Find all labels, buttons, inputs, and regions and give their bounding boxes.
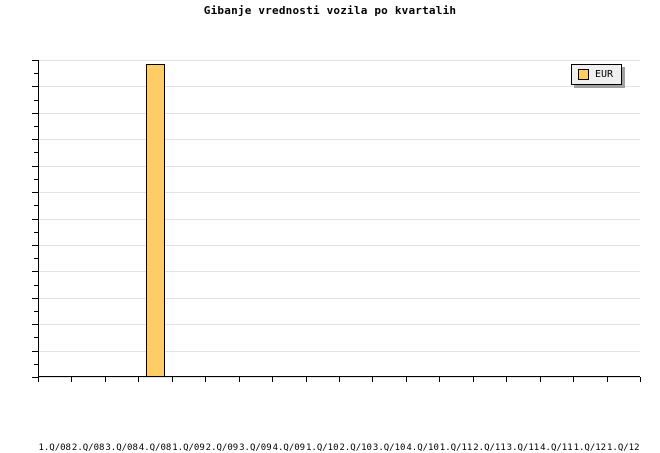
plot-area: 0200400600800100012001400160018002000220…: [32, 60, 641, 453]
x-axis-tick-label: 1.Q/10: [306, 443, 339, 453]
x-axis-tick-label: 1.Q/12: [607, 443, 640, 453]
x-axis-tick-label: 3.Q/08: [105, 443, 138, 453]
y-tick-minor: [34, 258, 38, 259]
y-tick: [32, 192, 38, 193]
gridline: [39, 166, 640, 167]
x-tick: [339, 377, 340, 382]
x-tick: [439, 377, 440, 382]
y-tick-minor: [34, 285, 38, 286]
legend[interactable]: EUR: [571, 64, 623, 85]
y-tick: [32, 166, 38, 167]
x-tick: [71, 377, 72, 382]
gridline: [39, 86, 640, 87]
y-tick: [32, 60, 38, 61]
x-axis-tick-label: 3.Q/09: [239, 443, 272, 453]
gridline: [39, 192, 640, 193]
x-tick: [172, 377, 173, 382]
x-axis-tick-label: 4.Q/08: [138, 443, 172, 453]
y-tick: [32, 139, 38, 140]
gridline: [39, 271, 640, 272]
y-tick: [32, 219, 38, 220]
y-tick: [32, 324, 38, 325]
x-tick: [406, 377, 407, 382]
x-axis-tick-label: 3.Q/10: [372, 443, 406, 453]
x-tick: [506, 377, 507, 382]
x-axis-tick-label: 1.Q/12: [573, 443, 607, 453]
gridline: [39, 324, 640, 325]
x-tick: [372, 377, 373, 382]
x-axis-tick-label: 2.Q/09: [205, 443, 239, 453]
x-axis-tick-label: 4.Q/09: [272, 443, 306, 453]
x-tick: [138, 377, 139, 382]
chart-container: Gibanje vrednosti vozila po kvartalih 02…: [32, 4, 641, 453]
y-tick: [32, 351, 38, 352]
x-tick: [239, 377, 240, 382]
x-axis-tick-label: 1.Q/08: [38, 443, 71, 453]
x-tick: [205, 377, 206, 382]
y-tick-minor: [34, 152, 38, 153]
x-axis-tick-label: 2.Q/08: [71, 443, 105, 453]
x-tick: [640, 377, 641, 382]
y-tick: [32, 298, 38, 299]
y-tick: [32, 377, 38, 378]
gridline: [39, 298, 640, 299]
y-tick-minor: [34, 179, 38, 180]
x-axis-tick-label: 4.Q/11: [540, 443, 573, 453]
legend-label-eur: EUR: [595, 69, 614, 80]
bar[interactable]: [146, 64, 165, 377]
gridline: [39, 219, 640, 220]
y-tick-minor: [34, 232, 38, 233]
y-tick-minor: [34, 337, 38, 338]
y-tick: [32, 113, 38, 114]
gridline: [39, 60, 640, 61]
x-tick: [473, 377, 474, 382]
x-axis-tick-label: 1.Q/11: [439, 443, 473, 453]
x-tick: [38, 377, 39, 382]
x-tick: [607, 377, 608, 382]
x-axis-tick-label: 3.Q/11: [506, 443, 540, 453]
gridline: [39, 245, 640, 246]
x-tick: [306, 377, 307, 382]
x-axis-tick-label: 1.Q/09: [172, 443, 205, 453]
legend-swatch-eur: [578, 69, 589, 80]
y-tick-minor: [34, 364, 38, 365]
y-tick: [32, 86, 38, 87]
y-tick-minor: [34, 126, 38, 127]
y-tick: [32, 271, 38, 272]
x-axis-tick-label: 2.Q/10: [339, 443, 372, 453]
y-tick: [32, 245, 38, 246]
gridline: [39, 351, 640, 352]
x-tick: [105, 377, 106, 382]
gridline: [39, 113, 640, 114]
x-tick: [540, 377, 541, 382]
x-tick: [272, 377, 273, 382]
gridline: [39, 139, 640, 140]
y-tick-minor: [34, 73, 38, 74]
chart-title: Gibanje vrednosti vozila po kvartalih: [203, 4, 457, 17]
x-axis-tick-label: 4.Q/10: [406, 443, 439, 453]
y-tick-minor: [34, 311, 38, 312]
x-axis-tick-label: 2.Q/11: [473, 443, 506, 453]
x-tick: [573, 377, 574, 382]
y-tick-minor: [34, 205, 38, 206]
y-tick-minor: [34, 100, 38, 101]
